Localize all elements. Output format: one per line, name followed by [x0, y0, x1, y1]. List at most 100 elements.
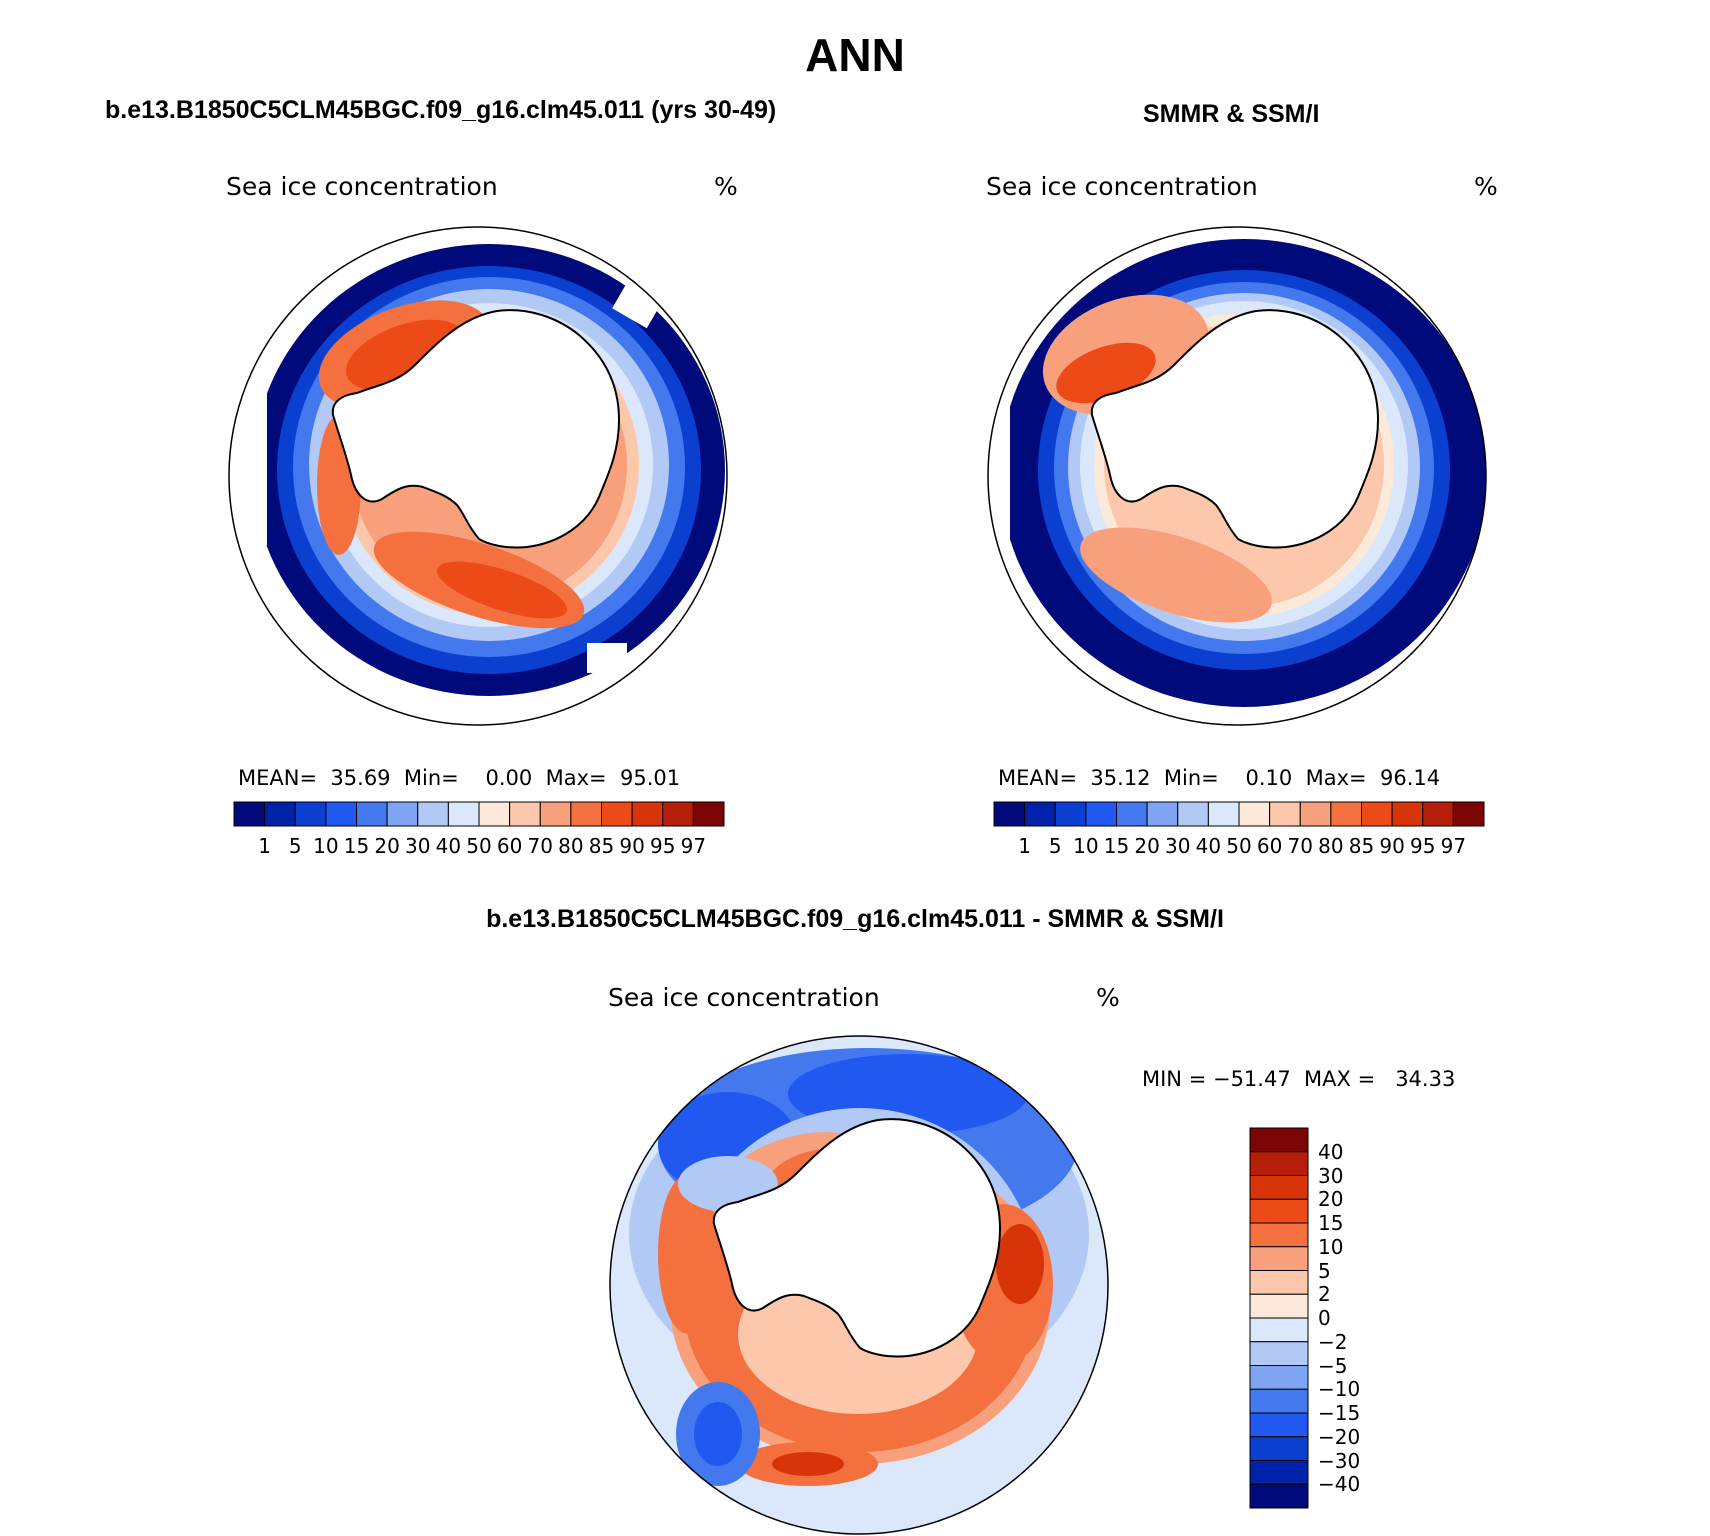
model-colorbar-swatch — [386, 801, 419, 827]
model-min-label: Min= — [403, 766, 459, 790]
model-colorbar-tick-label: 40 — [435, 834, 462, 858]
obs-colorbar-tick-label: 40 — [1195, 834, 1222, 858]
model-colorbar-swatch — [631, 801, 664, 827]
diff-colorbar-swatch — [1249, 1270, 1309, 1295]
model-colorbar-swatch — [264, 801, 296, 827]
diff-minmax-label: MIN = −51.47 MAX = 34.33 — [1142, 1067, 1456, 1091]
model-colorbar-swatch — [233, 801, 266, 827]
diff-colorbar-tick-label: 40 — [1318, 1139, 1344, 1164]
diff-colorbar-tick-label: 5 — [1318, 1258, 1331, 1283]
diff-colorbar-swatch — [1249, 1222, 1309, 1248]
obs-colorbar-tick-label: 90 — [1379, 834, 1405, 858]
diff-colorbar-tick-label: 30 — [1318, 1163, 1344, 1188]
model-colorbar-ticks: 1 5 10 15 20 30 40 50 60 70 80 85 90 95 97 — [234, 834, 724, 860]
model-colorbar-swatch — [601, 801, 633, 827]
obs-colorbar-swatch — [1177, 801, 1209, 827]
obs-colorbar-swatch — [1024, 801, 1056, 827]
model-max-label: Max= — [545, 766, 607, 790]
model-variable-label: Sea ice concentration — [226, 172, 498, 201]
obs-colorbar-tick-label: 1 — [1018, 834, 1031, 858]
obs-mean-value: 35.12 — [1090, 766, 1151, 790]
obs-colorbar-swatch — [1361, 801, 1393, 827]
model-antarctica-land — [331, 309, 621, 549]
obs-colorbar-swatch — [1452, 801, 1485, 827]
diff-colorbar-ticks: 40 30 20 15 10 5 2 0 −2 −5 −10 −15 −20 −30 −40 — [1318, 1128, 1398, 1508]
diff-colorbar-tick-label: 2 — [1318, 1282, 1331, 1307]
model-units-label: % — [714, 172, 738, 201]
model-colorbar-swatch — [570, 801, 602, 827]
model-colorbar-swatch — [294, 801, 327, 827]
obs-colorbar-tick-label: 50 — [1226, 834, 1252, 858]
diff-variable-label: Sea ice concentration — [608, 983, 880, 1012]
obs-colorbar-swatch — [993, 801, 1026, 827]
diff-colorbar-swatch — [1249, 1317, 1309, 1343]
diff-antarctica-land — [712, 1118, 1002, 1358]
obs-antarctica-land — [1090, 309, 1380, 549]
model-mean-label: MEAN= — [238, 766, 318, 790]
model-mean-value: 35.69 — [330, 766, 391, 790]
obs-polar-map — [987, 226, 1487, 726]
main-title: ANN — [805, 29, 905, 81]
obs-colorbar-tick-label: 5 — [1048, 834, 1062, 858]
diff-colorbar-swatch — [1249, 1341, 1309, 1366]
diff-colorbar-swatch — [1249, 1293, 1309, 1319]
model-colorbar-tick-label: 20 — [374, 834, 400, 858]
diff-colorbar-tick-label: −40 — [1318, 1472, 1361, 1497]
model-max-value: 95.01 — [619, 766, 681, 790]
diff-colorbar-swatch — [1249, 1460, 1309, 1485]
obs-colorbar-tick-label: 70 — [1287, 834, 1313, 858]
obs-stats-row: MEAN= 35.12 Min= 0.10 Max= 96.14 — [998, 766, 1440, 790]
model-colorbar-swatch — [325, 801, 357, 827]
diff-colorbar-swatch — [1249, 1151, 1309, 1176]
obs-min-label: Min= — [1163, 766, 1219, 790]
diff-colorbar-tick-label: 15 — [1318, 1211, 1344, 1235]
model-colorbar-tick-label: 97 — [680, 834, 707, 858]
obs-colorbar-swatch — [1085, 801, 1117, 827]
model-colorbar-swatch — [509, 801, 541, 827]
obs-colorbar-tick-label: 15 — [1103, 834, 1130, 858]
model-panel-title: b.e13.B1850C5CLM45BGC.f09_g16.clm45.011 … — [105, 96, 777, 124]
diff-colorbar-tick-label: 0 — [1318, 1306, 1331, 1330]
model-colorbar-swatch — [447, 801, 480, 827]
model-colorbar-tick-label: 85 — [588, 834, 615, 858]
obs-colorbar-swatch — [1299, 801, 1332, 827]
diff-colorbar-swatch — [1249, 1483, 1309, 1509]
obs-colorbar-swatch — [1391, 801, 1424, 827]
obs-colorbar-tick-label: 80 — [1318, 834, 1344, 858]
obs-colorbar-swatch — [1330, 801, 1362, 827]
obs-colorbar-swatch — [1238, 801, 1271, 827]
obs-colorbar-swatch — [1207, 801, 1240, 827]
obs-units-label: % — [1474, 172, 1498, 201]
diff-colorbar-tick-label: −10 — [1318, 1377, 1361, 1402]
diff-colorbar-swatch — [1249, 1365, 1309, 1390]
model-colorbar-tick-label: 30 — [405, 834, 431, 858]
diff-colorbar-tick-label: 20 — [1318, 1187, 1344, 1212]
diff-colorbar-tick-label: 10 — [1318, 1234, 1344, 1259]
diff-colorbar-swatch — [1249, 1388, 1309, 1414]
obs-colorbar-swatch — [1146, 801, 1179, 827]
model-colorbar-tick-label: 50 — [466, 834, 492, 858]
diff-colorbar-tick-label: −2 — [1318, 1329, 1348, 1354]
obs-mean-label: MEAN= — [998, 766, 1078, 790]
diff-polar-map — [609, 1035, 1109, 1535]
diff-colorbar-swatch — [1249, 1412, 1309, 1438]
obs-colorbar — [993, 801, 1485, 827]
model-colorbar — [233, 801, 725, 827]
diff-colorbar-swatch — [1249, 1198, 1309, 1224]
diff-colorbar-tick-label: −15 — [1318, 1401, 1361, 1425]
model-stats-row: MEAN= 35.69 Min= 0.00 Max= 95.01 — [238, 766, 680, 790]
model-colorbar-tick-label: 5 — [288, 834, 302, 858]
diff-panel-title: b.e13.B1850C5CLM45BGC.f09_g16.clm45.011 … — [486, 905, 1224, 933]
model-colorbar-swatch — [417, 801, 449, 827]
model-colorbar-tick-label: 70 — [527, 834, 553, 858]
model-colorbar-swatch — [539, 801, 572, 827]
obs-variable-label: Sea ice concentration — [986, 172, 1258, 201]
diff-colorbar — [1249, 1127, 1309, 1509]
obs-min-value: 0.10 — [1245, 766, 1293, 790]
diff-colorbar-swatch — [1249, 1436, 1309, 1461]
model-colorbar-tick-label: 95 — [650, 834, 676, 858]
obs-colorbar-ticks: 1 5 10 15 20 30 40 50 60 70 80 85 90 95 97 — [994, 834, 1484, 860]
model-colorbar-tick-label: 1 — [258, 834, 271, 858]
model-colorbar-tick-label: 60 — [496, 834, 523, 858]
diff-colorbar-swatch — [1249, 1175, 1309, 1200]
